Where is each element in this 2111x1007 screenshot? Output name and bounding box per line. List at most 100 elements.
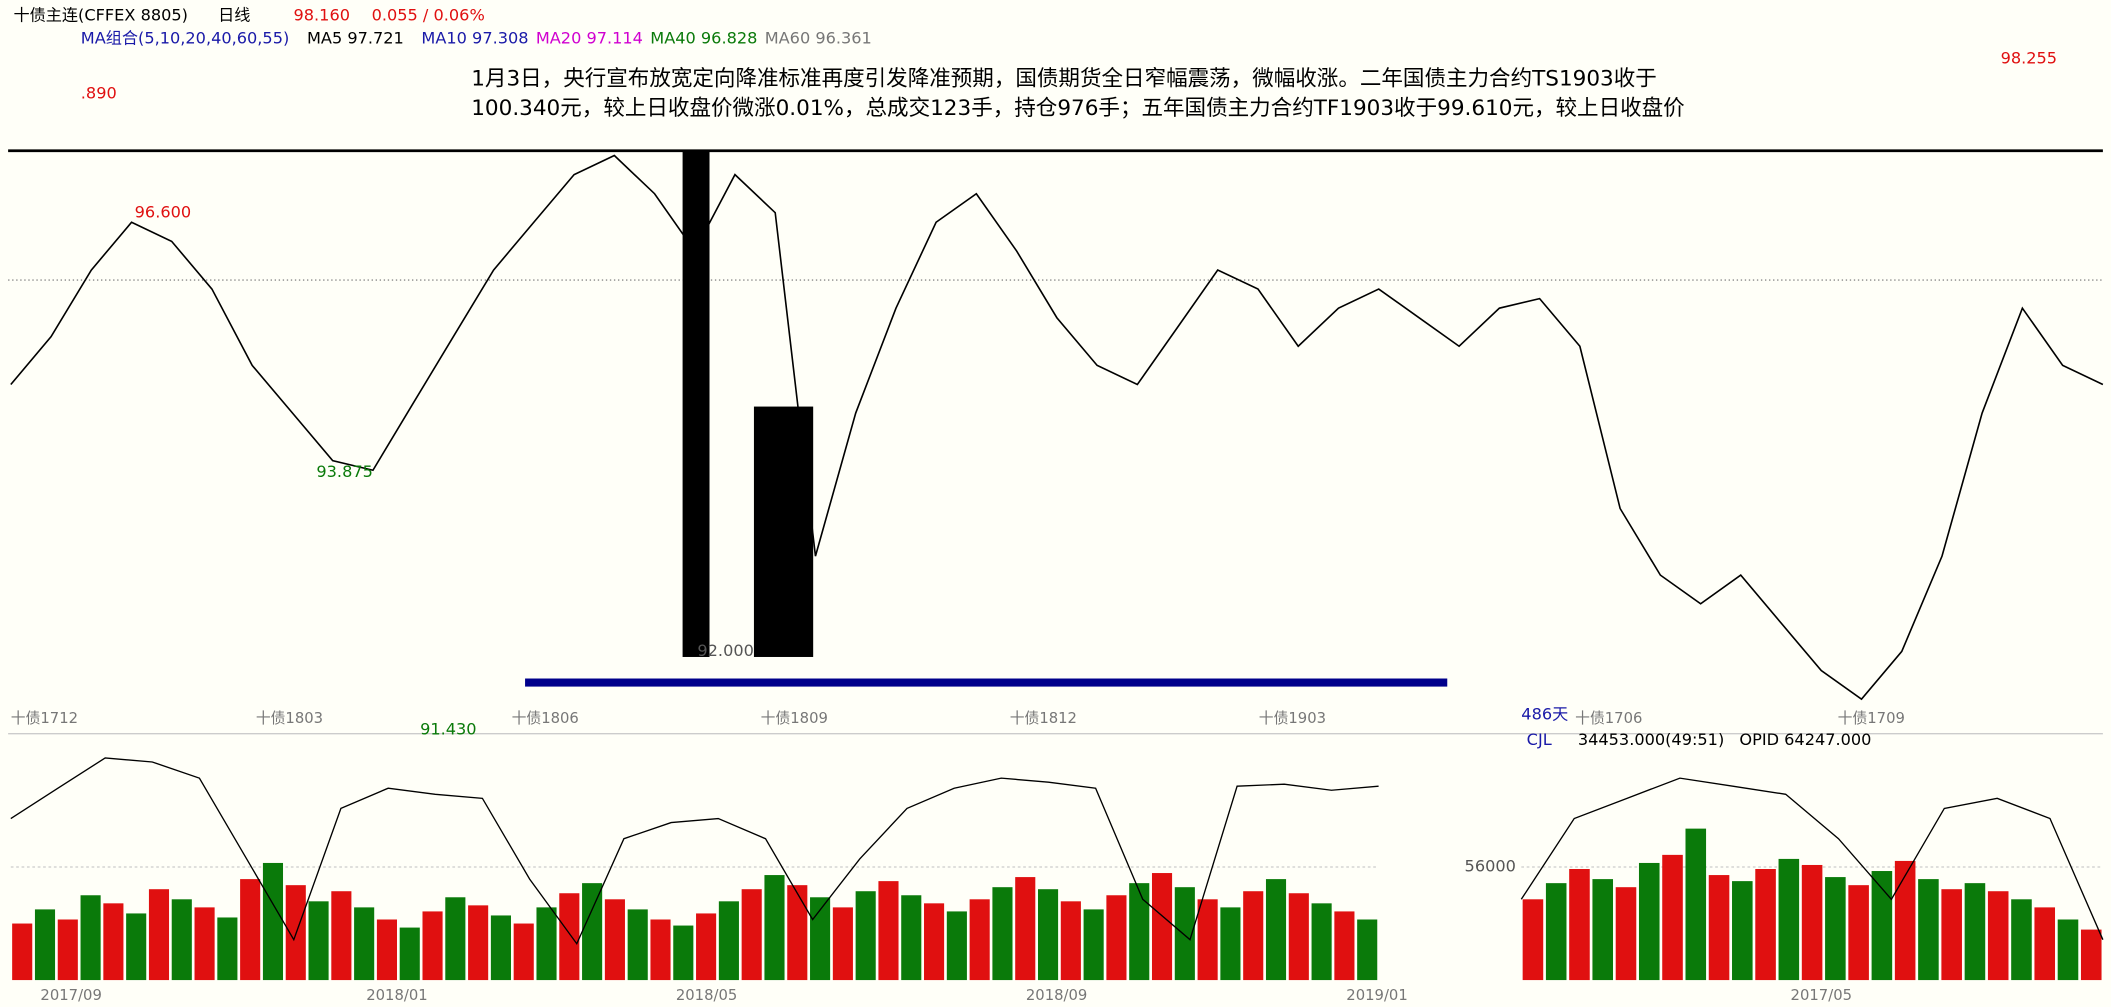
volume-bar <box>491 915 511 980</box>
volume-bar <box>1779 859 1800 980</box>
volume-bar <box>1918 879 1939 980</box>
volume-bar <box>924 903 944 980</box>
date-label: 2017/09 <box>40 987 101 1004</box>
volume-bar <box>422 911 442 980</box>
volume-bar <box>1965 883 1986 980</box>
volume-bar <box>240 879 260 980</box>
volume-bar <box>1266 879 1286 980</box>
volume-bar <box>1015 877 1035 980</box>
volume-bar <box>673 926 693 981</box>
volume-bar <box>377 919 397 980</box>
volume-bar <box>103 903 123 980</box>
top-label: 98.255 <box>2001 49 2057 68</box>
last-price: 98.160 <box>294 6 350 25</box>
volume-bar <box>1685 829 1706 980</box>
volume-bar <box>1662 855 1683 980</box>
volume-bar <box>1061 901 1081 980</box>
ma-item: MA20 97.114 <box>536 29 643 48</box>
volume-bar <box>856 891 876 980</box>
volume-bar <box>787 885 807 980</box>
volume-bar <box>1709 875 1730 980</box>
volume-bar <box>468 905 488 980</box>
volume-bar <box>992 887 1012 980</box>
screen: 十债主连(CFFEX 8805) 日线 98.160 0.055 / 0.06%… <box>0 0 2111 1007</box>
volume-bar <box>263 863 283 980</box>
price-label: 91.430 <box>420 720 476 739</box>
glitch-block <box>754 407 813 657</box>
change: 0.055 / 0.06% <box>372 6 485 25</box>
reading: 34453.000(49:51) <box>1578 730 1724 749</box>
ma-item: MA5 97.721 <box>307 29 404 48</box>
price-label: 93.875 <box>316 462 372 481</box>
volume-bar <box>1941 889 1962 980</box>
volume-bar <box>1038 889 1058 980</box>
ma-item: MA10 97.308 <box>421 29 528 48</box>
volume-bar <box>1198 899 1218 980</box>
contract-label: 十债1809 <box>761 710 828 727</box>
volume-bar <box>445 897 465 980</box>
volume-bar <box>536 907 556 980</box>
news-line: 100.340元，较上日收盘价微涨0.01%，总成交123手，持仓976手；五年… <box>471 96 1684 121</box>
volume-bar <box>12 924 32 981</box>
volume-bar <box>605 899 625 980</box>
date-label: 2018/05 <box>676 987 737 1004</box>
contract-label: 十债1903 <box>1259 710 1326 727</box>
date-label: 2018/01 <box>366 987 427 1004</box>
ma-item: MA40 96.828 <box>650 29 757 48</box>
ma-group[interactable]: MA组合(5,10,20,40,60,55) <box>81 29 289 48</box>
symbol: 十债主连(CFFEX 8805) <box>13 6 187 25</box>
volume-bar <box>719 901 739 980</box>
opid: OPID 64247.000 <box>1739 730 1871 749</box>
volume-bar <box>1220 907 1240 980</box>
contract-label: 十债1803 <box>256 710 323 727</box>
volume-bar <box>1084 909 1104 980</box>
volume-bar <box>58 919 78 980</box>
volume-bar <box>1152 873 1172 980</box>
price-label: 96.600 <box>135 202 191 221</box>
volume-bar <box>1334 911 1354 980</box>
volume-bar <box>217 917 237 980</box>
days-label: 486天 <box>1521 704 1568 723</box>
price-label: 92.000 <box>697 641 753 660</box>
volume-bar <box>833 907 853 980</box>
ma-legend: MA5 97.721 MA10 97.308 MA20 97.114 MA40 96.… <box>307 29 872 48</box>
volume-bar <box>970 899 990 980</box>
contract-label: 十债1806 <box>512 710 579 727</box>
volume-bar <box>742 889 762 980</box>
volume-bar <box>582 883 602 980</box>
volume-bar <box>1129 883 1149 980</box>
period[interactable]: 日线 <box>218 6 250 25</box>
volume-bar <box>1243 891 1263 980</box>
volume-bar <box>514 924 534 981</box>
contract-label: 十债1812 <box>1010 710 1077 727</box>
top-label: .890 <box>81 84 117 103</box>
volume-bar <box>901 895 921 980</box>
news-line: 1月3日，央行宣布放宽定向降准标准再度引发降准预期，国债期货全日窄幅震荡，微幅收… <box>471 66 1657 91</box>
volume-bar <box>195 907 215 980</box>
glitch-block <box>683 151 710 657</box>
volume-bar <box>947 911 967 980</box>
volume-bar <box>2034 907 2055 980</box>
volume-bar <box>1312 903 1332 980</box>
volume-bar <box>1895 861 1916 980</box>
volume-bar <box>1523 899 1544 980</box>
volume-bar <box>1755 869 1776 980</box>
volume-bar <box>1639 863 1660 980</box>
volume-bar <box>628 909 648 980</box>
indicator[interactable]: CJL <box>1527 730 1552 749</box>
volume-bar <box>650 919 670 980</box>
volume-bar <box>1592 879 1613 980</box>
volume-bar <box>559 893 579 980</box>
volume-bar <box>696 913 716 980</box>
ma-item: MA60 96.361 <box>765 29 872 48</box>
volume-bar <box>172 899 192 980</box>
date-label: 2018/09 <box>1026 987 1087 1004</box>
volume-bar <box>2011 899 2032 980</box>
volume-bar <box>331 891 351 980</box>
contract-label: 十债1706 <box>1575 710 1642 727</box>
volume-bar <box>1546 883 1567 980</box>
volume-bar <box>764 875 784 980</box>
page: 十债主连(CFFEX 8805) 日线 98.160 0.055 / 0.06%… <box>0 0 2111 1007</box>
volume-bar <box>1825 877 1846 980</box>
volume-bar <box>1988 891 2009 980</box>
